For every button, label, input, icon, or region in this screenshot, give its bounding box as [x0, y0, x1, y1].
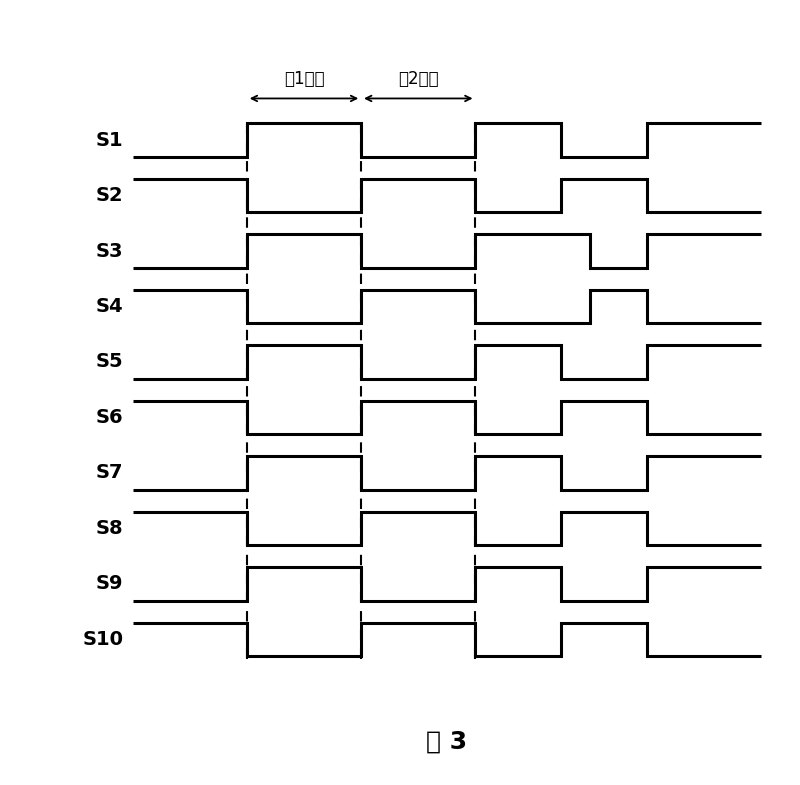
Text: S1: S1 [96, 130, 123, 150]
Text: S3: S3 [96, 242, 123, 261]
Text: S8: S8 [96, 519, 123, 538]
Text: S10: S10 [82, 630, 123, 649]
Text: S9: S9 [96, 575, 123, 593]
Text: S7: S7 [96, 463, 123, 483]
Text: S5: S5 [96, 352, 123, 371]
Text: 図 3: 図 3 [426, 730, 467, 754]
Text: ㅱ1期間: ㅱ1期間 [284, 71, 324, 89]
Text: S6: S6 [96, 408, 123, 427]
Text: ㅲ2期間: ㅲ2期間 [398, 71, 438, 89]
Text: S2: S2 [96, 186, 123, 205]
Text: S4: S4 [96, 297, 123, 316]
